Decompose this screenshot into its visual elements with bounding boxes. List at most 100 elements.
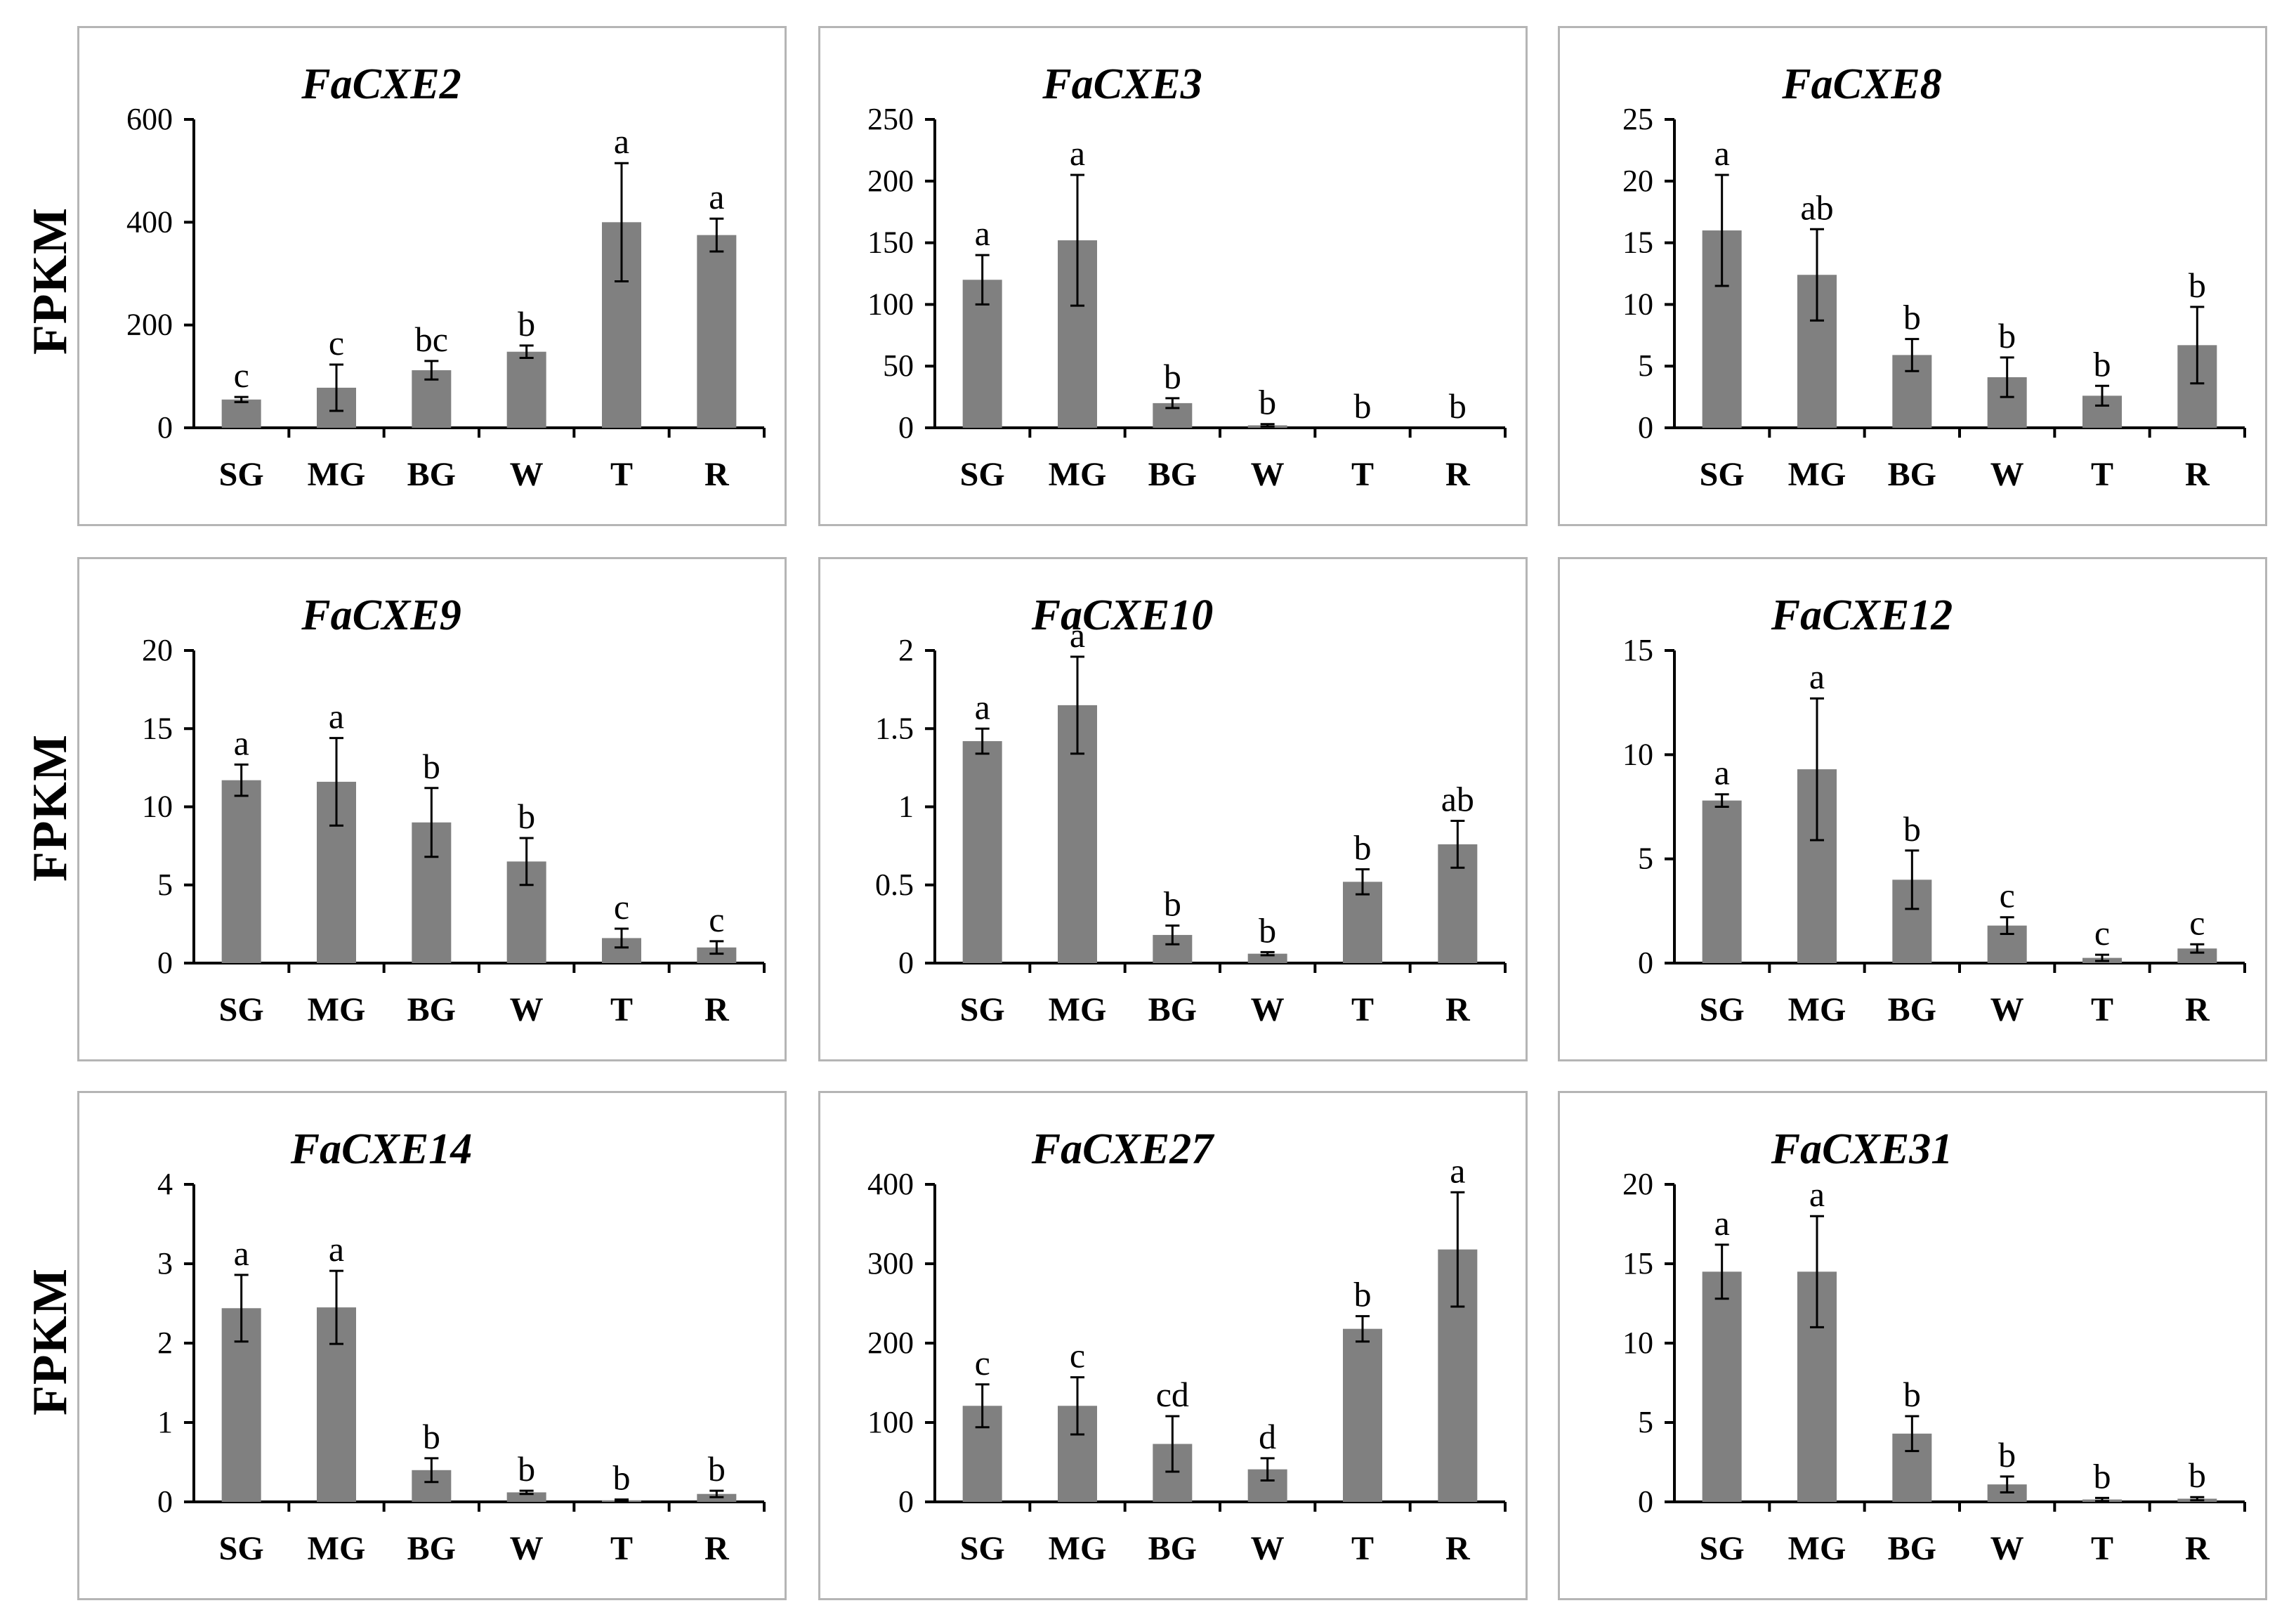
facxe10-ytick-label: 2 [898, 633, 914, 667]
facxe9-sig-label-sg: a [234, 723, 249, 762]
facxe3-ytick-label: 50 [883, 348, 914, 383]
facxe3-errorbar-w [1260, 423, 1275, 428]
facxe14-ytick-label: 0 [157, 1484, 173, 1519]
facxe3-xtick-label-t: T [1351, 456, 1374, 493]
facxe31-errorbar-t [2095, 1496, 2109, 1503]
facxe31-ytick-label: 5 [1638, 1405, 1653, 1439]
facxe3-ytick-label: 250 [867, 102, 914, 136]
facxe3-xtick-label-r: R [1445, 456, 1471, 493]
facxe10-sig-label-mg: a [1070, 615, 1085, 655]
facxe12-xtick-label-bg: BG [1888, 991, 1936, 1028]
facxe2-bar-w [506, 351, 546, 428]
facxe14-sig-label-sg: a [234, 1234, 249, 1273]
facxe10-ytick-label: 0.5 [875, 868, 914, 902]
facxe8-ytick-label: 0 [1638, 410, 1653, 445]
facxe10-bar-sg [962, 741, 1002, 963]
facxe8-errorbar-sg [1714, 174, 1729, 287]
facxe9-xtick-label-sg: SG [219, 991, 264, 1028]
facxe27-errorbar-mg [1070, 1376, 1084, 1436]
facxe9-bar-r [697, 947, 737, 963]
facxe12-ytick-label: 0 [1638, 946, 1653, 980]
facxe8-ytick-label: 10 [1622, 287, 1653, 321]
facxe3-errorbar-sg [975, 254, 990, 306]
facxe12-title: FaCXE12 [1771, 591, 1953, 639]
facxe2-xtick-label-w: W [510, 456, 544, 493]
facxe8-errorbar-mg [1810, 228, 1824, 322]
facxe31-xtick-label-r: R [2185, 1530, 2210, 1567]
facxe2-xtick-label-mg: MG [308, 456, 366, 493]
facxe27-sig-label-r: a [1450, 1151, 1465, 1190]
facxe14-xtick-label-t: T [610, 1530, 633, 1567]
facxe8-sig-label-sg: a [1714, 133, 1730, 173]
facxe27-ytick-label: 200 [867, 1326, 914, 1360]
facxe14-sig-label-w: b [518, 1449, 535, 1489]
facxe2-bar-r [697, 235, 737, 428]
facxe8-errorbar-w [2000, 356, 2014, 398]
facxe9-sig-label-bg: b [423, 747, 440, 786]
facxe27-sig-label-mg: c [1070, 1336, 1085, 1375]
facxe12-errorbar-bg [1905, 849, 1920, 910]
facxe8-xtick-label-w: W [1990, 456, 2024, 493]
facxe2-ytick-label: 0 [157, 410, 173, 445]
facxe12-xtick-label-mg: MG [1788, 991, 1846, 1028]
facxe14-errorbar-sg [234, 1274, 249, 1343]
facxe31-sig-label-w: b [1998, 1435, 2016, 1474]
facxe3-xtick-label-mg: MG [1049, 456, 1107, 493]
facxe8-ytick-label: 15 [1622, 225, 1653, 260]
facxe12-xtick-label-r: R [2185, 991, 2210, 1028]
facxe2-ytick-label: 600 [126, 102, 173, 136]
facxe8-ytick-label: 5 [1638, 348, 1653, 383]
y-axis-label-row-3: FPKM [23, 1267, 77, 1416]
facxe14-errorbar-bg [424, 1457, 439, 1484]
facxe10-ytick-label: 1.5 [875, 711, 914, 745]
facxe12-errorbar-w [2000, 916, 2014, 935]
facxe14-sig-label-t: b [613, 1458, 631, 1498]
facxe14-xtick-label-bg: BG [407, 1530, 456, 1567]
facxe14-xtick-label-r: R [704, 1530, 730, 1567]
facxe10-errorbar-bg [1165, 924, 1180, 946]
facxe14-sig-label-bg: b [423, 1417, 440, 1456]
facxe27-errorbar-w [1260, 1457, 1275, 1482]
facxe27-sig-label-bg: cd [1156, 1375, 1189, 1414]
facxe9-errorbar-bg [424, 787, 439, 858]
facxe10-xtick-label-sg: SG [960, 991, 1005, 1028]
facxe3-sig-label-w: b [1259, 383, 1276, 422]
facxe14-sig-label-mg: a [329, 1229, 344, 1269]
facxe10-xtick-label-t: T [1351, 991, 1374, 1028]
facxe2-sig-label-sg: c [234, 355, 249, 395]
facxe27-ytick-label: 100 [867, 1405, 914, 1439]
facxe3-errorbar-mg [1070, 174, 1084, 307]
facxe31-errorbar-bg [1905, 1415, 1920, 1453]
facxe2-xtick-label-bg: BG [407, 456, 456, 493]
facxe8-sig-label-mg: ab [1800, 188, 1833, 227]
facxe3-sig-label-bg: b [1164, 357, 1181, 396]
facxe10-ytick-label: 1 [898, 790, 914, 824]
facxe14-title: FaCXE14 [290, 1125, 472, 1173]
facxe2-errorbar-sg [234, 395, 249, 403]
chart-facxe10: FaCXE10 0 0.5 1 1.5 2 a SG a MG b BG b Wb Tab R [875, 591, 1507, 1028]
facxe9-sig-label-t: c [614, 887, 629, 927]
facxe27-xtick-label-w: W [1251, 1530, 1285, 1567]
facxe8-title: FaCXE8 [1781, 60, 1941, 108]
facxe12-xtick-label-sg: SG [1700, 991, 1745, 1028]
chart-facxe27: FaCXE27 0 100 200 300 400 c SG c MG cd BG d Wb Ta R [867, 1125, 1507, 1567]
facxe2-bar-sg [221, 399, 261, 428]
facxe2-ytick-label: 400 [126, 204, 173, 239]
facxe2-errorbar-mg [329, 363, 343, 412]
facxe9-ytick-label: 15 [142, 711, 173, 745]
facxe3-sig-label-t: b [1354, 386, 1372, 426]
facxe9-sig-label-w: b [518, 797, 535, 836]
facxe2-ytick-label: 200 [126, 308, 173, 342]
facxe12-ytick-label: 15 [1622, 633, 1653, 667]
facxe2-xtick-label-sg: SG [219, 456, 264, 493]
facxe8-ytick-label: 25 [1622, 102, 1653, 136]
facxe31-errorbar-mg [1810, 1215, 1824, 1328]
facxe12-sig-label-t: c [2094, 913, 2110, 953]
facxe14-xtick-label-sg: SG [219, 1530, 264, 1567]
facxe12-sig-label-bg: b [1903, 809, 1921, 849]
